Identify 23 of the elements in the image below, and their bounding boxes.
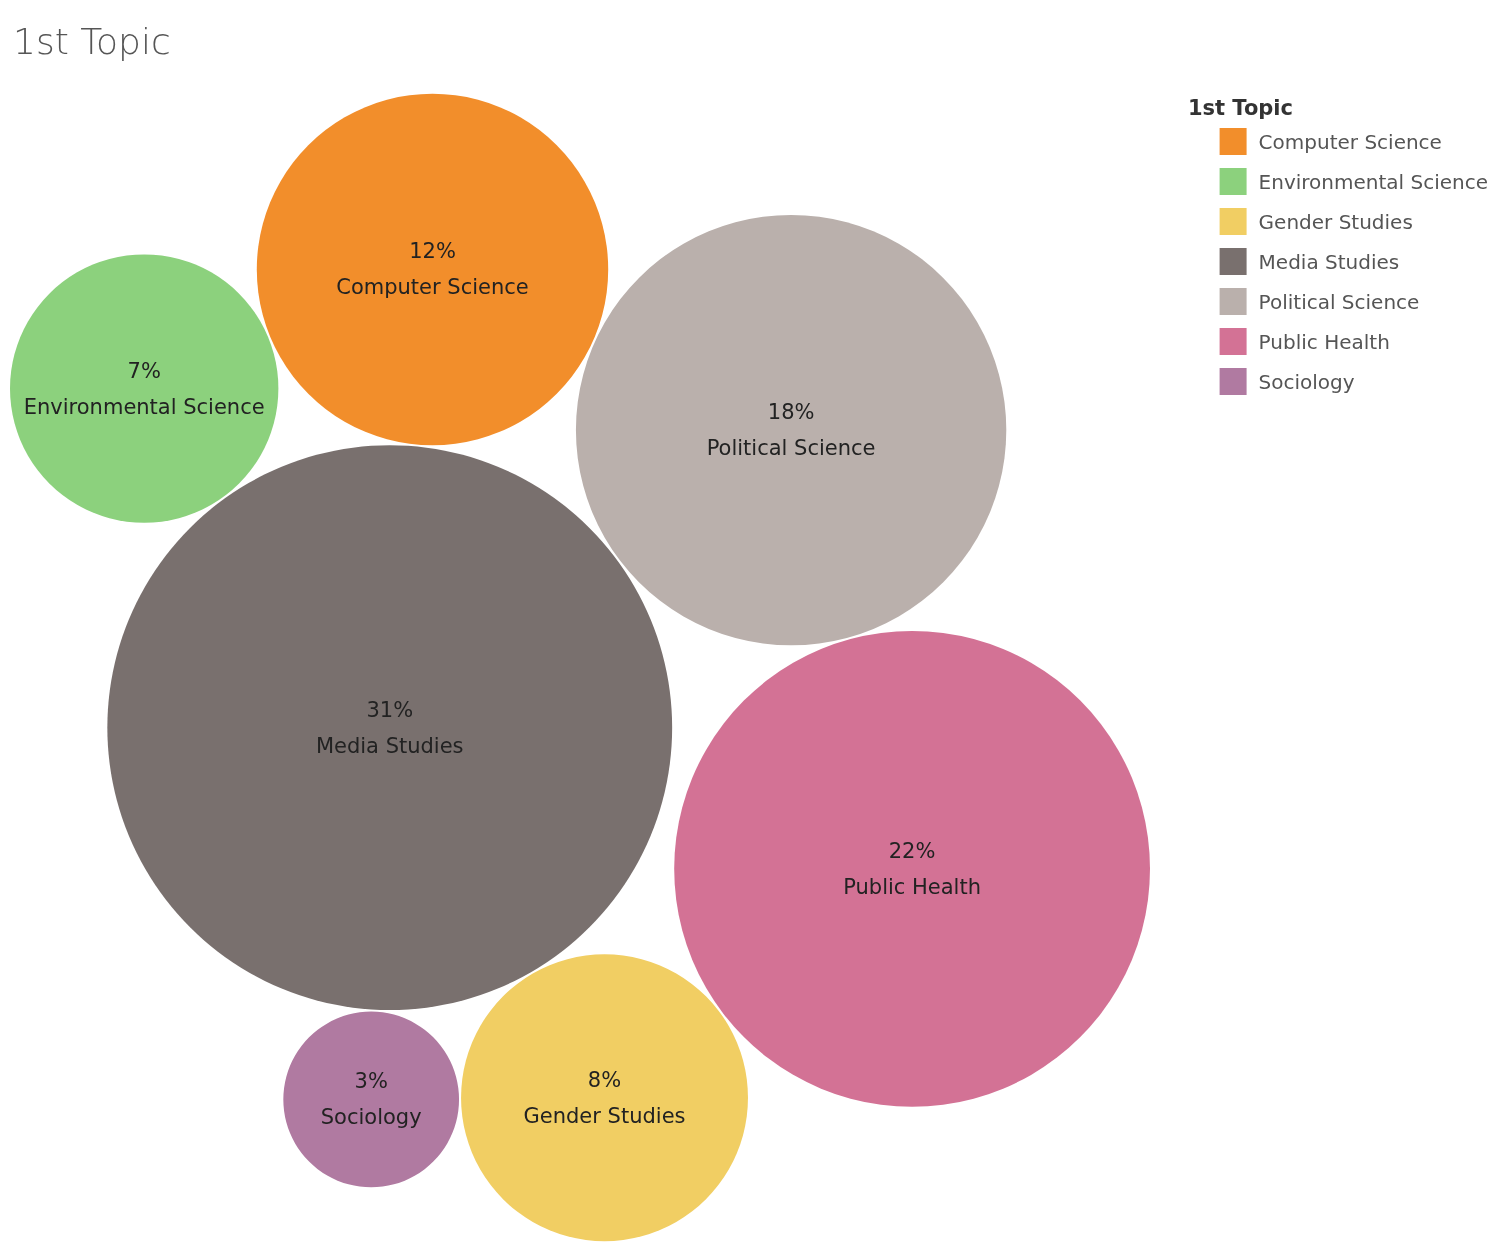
data-label: 3% <box>354 1069 388 1094</box>
category-label: Gender Studies <box>523 1103 686 1128</box>
category-label: Sociology <box>1258 369 1355 394</box>
data-label: 18% <box>767 400 815 425</box>
category-label: Computer Science <box>1258 129 1442 154</box>
category-label: Computer Science <box>336 275 529 300</box>
data-label: 7% <box>127 358 161 383</box>
data-label: 8% <box>587 1067 622 1092</box>
category-label: Gender Studies <box>1258 209 1413 234</box>
legend-title: 1st Topic <box>1187 95 1294 120</box>
data-label: 12% <box>409 239 456 264</box>
category-label: Environmental Science <box>1258 169 1488 194</box>
data-label: 31% <box>366 697 414 722</box>
category-label: Public Health <box>843 874 981 899</box>
category-label: Public Health <box>1258 329 1390 354</box>
category-label: Political Science <box>1258 289 1420 314</box>
category-label: Environmental Science <box>23 394 265 419</box>
category-label: Political Science <box>706 436 876 461</box>
category-label: Media Studies <box>315 733 464 758</box>
data-label: 22% <box>888 838 936 863</box>
text: 1st Topic <box>13 20 171 62</box>
category-label: Media Studies <box>1258 249 1400 274</box>
category-label: Sociology <box>320 1105 422 1130</box>
